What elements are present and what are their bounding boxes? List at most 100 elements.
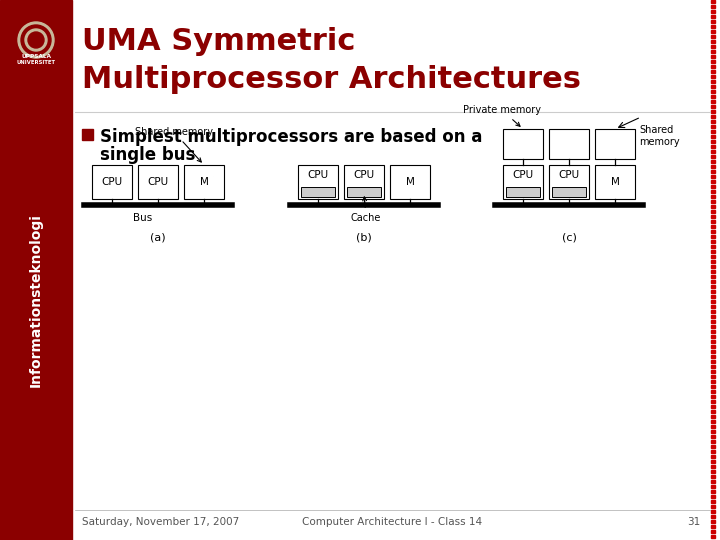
Text: 31: 31 [687, 517, 700, 527]
Bar [711, 315, 715, 318]
Bar [711, 400, 715, 403]
Bar [711, 410, 715, 413]
Text: Shared memory: Shared memory [135, 127, 213, 162]
Bar [711, 450, 715, 453]
Bar [711, 285, 715, 288]
Text: Private memory: Private memory [463, 105, 541, 126]
Bar [711, 475, 715, 478]
Bar [711, 170, 715, 173]
Bar [711, 415, 715, 418]
Bar [298, 165, 338, 199]
Bar [711, 115, 715, 118]
Text: UNIVERSITET: UNIVERSITET [17, 59, 55, 64]
Bar [711, 185, 715, 188]
Text: Saturday, November 17, 2007: Saturday, November 17, 2007 [82, 517, 239, 527]
Bar [711, 10, 715, 13]
Bar [711, 375, 715, 378]
Text: Computer Architecture I - Class 14: Computer Architecture I - Class 14 [302, 517, 482, 527]
Bar [711, 90, 715, 93]
Text: Bus: Bus [133, 213, 153, 223]
Bar [711, 340, 715, 343]
Bar [711, 160, 715, 163]
Circle shape [21, 25, 51, 55]
Bar [711, 430, 715, 433]
Bar [595, 129, 635, 159]
Bar [711, 290, 715, 293]
Bar [711, 305, 715, 308]
Bar [711, 520, 715, 523]
Bar [711, 80, 715, 83]
Bar [711, 260, 715, 263]
Bar [711, 370, 715, 373]
Bar [711, 95, 715, 98]
Bar [711, 235, 715, 238]
Bar [711, 470, 715, 473]
Bar [711, 35, 715, 38]
Text: Multiprocessor Architectures: Multiprocessor Architectures [82, 65, 581, 94]
Bar [711, 320, 715, 323]
Bar [711, 420, 715, 423]
Text: CPU: CPU [148, 177, 168, 187]
Bar [711, 365, 715, 368]
Bar [711, 465, 715, 468]
Bar [711, 275, 715, 278]
Bar [711, 25, 715, 28]
Bar [711, 395, 715, 398]
Bar [344, 165, 384, 199]
Bar [549, 165, 589, 199]
Bar [711, 310, 715, 313]
Bar [711, 250, 715, 253]
Text: CPU: CPU [559, 170, 580, 179]
Bar [503, 165, 543, 199]
Circle shape [28, 32, 44, 48]
Bar [711, 535, 715, 538]
Text: UPPSALA: UPPSALA [21, 55, 51, 59]
Bar [711, 15, 715, 18]
Bar [711, 405, 715, 408]
Bar [711, 195, 715, 198]
Bar [711, 300, 715, 303]
Bar [711, 100, 715, 103]
Bar [711, 490, 715, 493]
Bar [711, 335, 715, 338]
Text: (c): (c) [562, 233, 577, 243]
Text: single bus: single bus [100, 146, 195, 164]
Text: CPU: CPU [354, 170, 374, 179]
Text: M: M [611, 177, 619, 187]
Bar [711, 20, 715, 23]
Bar [711, 225, 715, 228]
Bar [711, 215, 715, 218]
Bar [711, 505, 715, 508]
Bar [711, 445, 715, 448]
Bar [711, 0, 715, 3]
Text: CPU: CPU [513, 170, 534, 179]
Bar [711, 460, 715, 463]
Bar [711, 30, 715, 33]
Bar [711, 205, 715, 208]
Bar [711, 65, 715, 68]
Bar [711, 385, 715, 388]
Bar [711, 135, 715, 138]
Bar [711, 515, 715, 518]
Circle shape [18, 22, 54, 58]
Bar [503, 129, 543, 159]
Bar [0, 0, 72, 540]
Bar [711, 325, 715, 328]
Bar [711, 440, 715, 443]
Bar [711, 380, 715, 383]
Bar [711, 5, 715, 8]
Bar [711, 255, 715, 258]
Bar [711, 150, 715, 153]
Bar [711, 190, 715, 193]
Bar [711, 345, 715, 348]
Bar [711, 210, 715, 213]
Bar [711, 145, 715, 148]
Bar [711, 60, 715, 63]
Bar [347, 187, 381, 197]
Bar [711, 165, 715, 168]
Bar [82, 129, 93, 140]
Bar [390, 165, 430, 199]
Bar [711, 230, 715, 233]
Bar [711, 130, 715, 133]
Bar [711, 85, 715, 88]
